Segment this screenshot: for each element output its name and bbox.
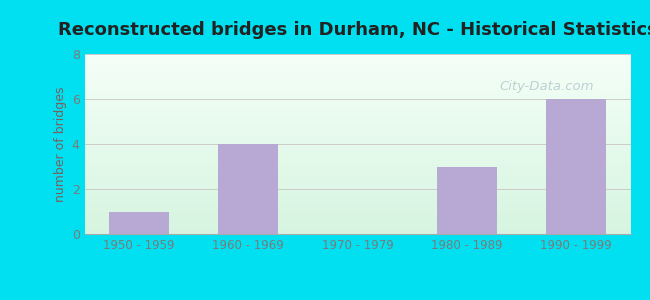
Bar bbox=[546, 99, 606, 234]
Text: City-Data.com: City-Data.com bbox=[499, 80, 594, 93]
Text: Reconstructed bridges in Durham, NC - Historical Statistics: Reconstructed bridges in Durham, NC - Hi… bbox=[58, 21, 650, 39]
Y-axis label: number of bridges: number of bridges bbox=[55, 86, 68, 202]
Bar bbox=[109, 212, 169, 234]
Bar bbox=[218, 144, 278, 234]
Bar bbox=[437, 167, 497, 234]
